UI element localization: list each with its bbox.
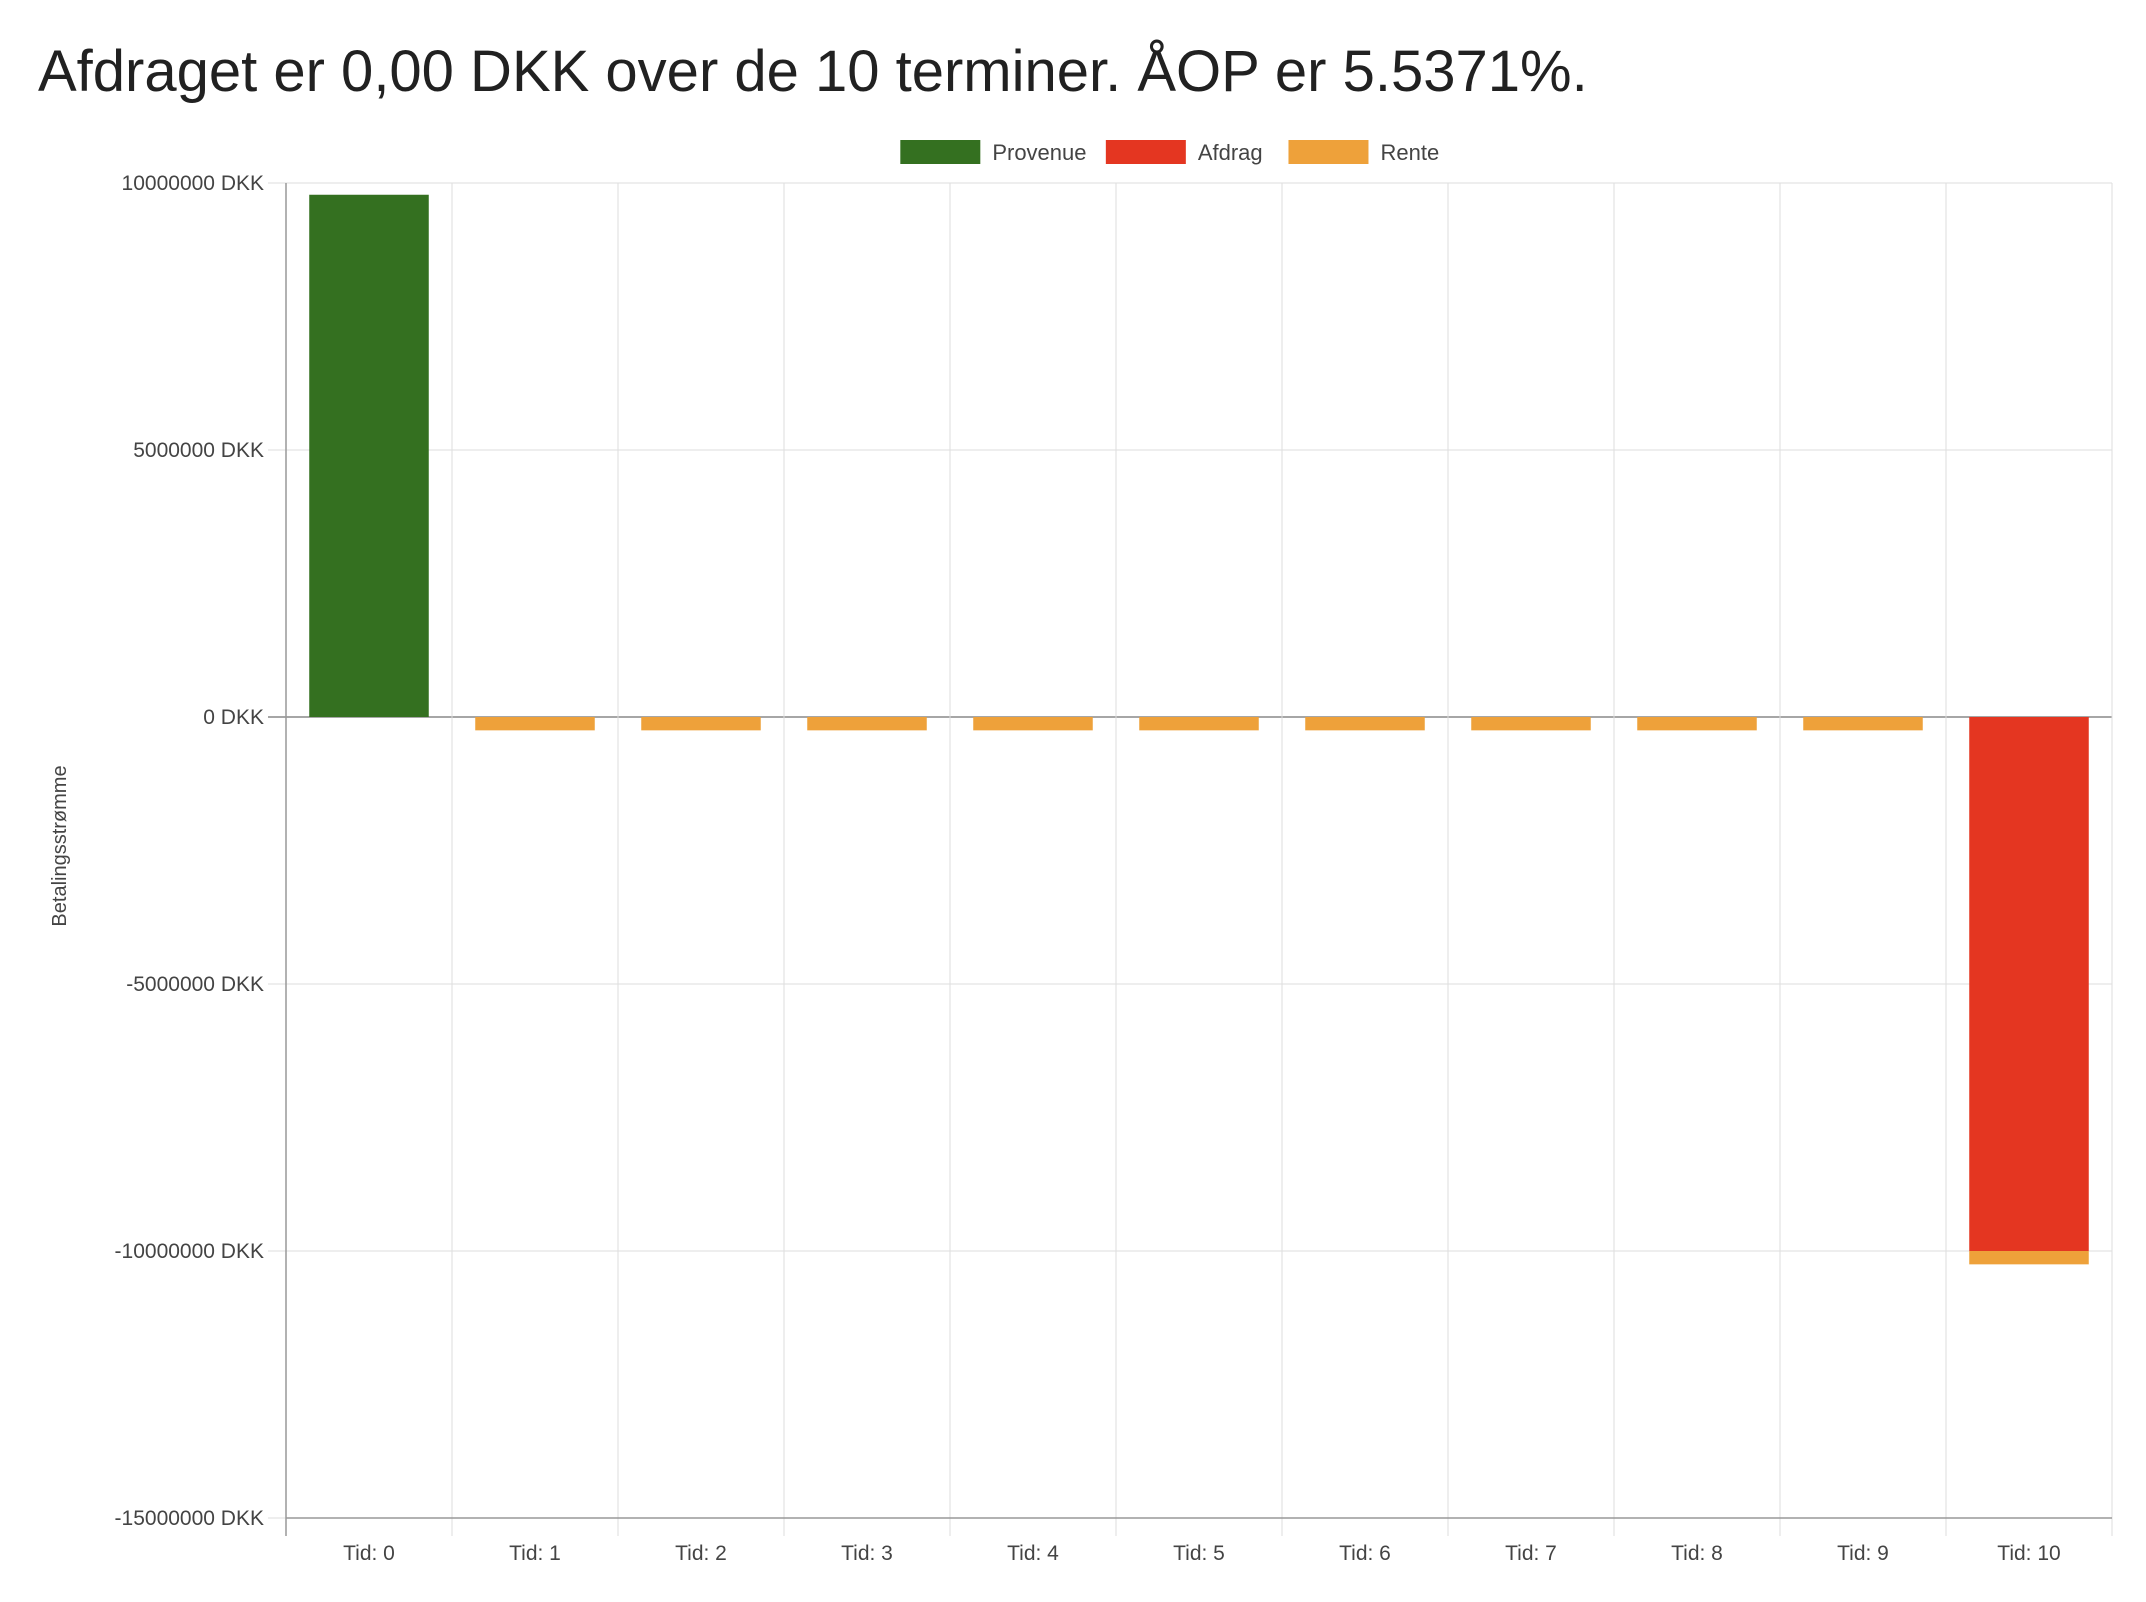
- x-tick-label: Tid: 5: [1173, 1542, 1225, 1565]
- legend-label: Provenue: [992, 140, 1086, 165]
- legend-item-provenue[interactable]: Provenue: [900, 140, 1087, 165]
- x-tick-label: Tid: 3: [841, 1542, 893, 1565]
- grid-lines: [268, 182, 2113, 1536]
- bar-rente-8[interactable]: [1637, 717, 1757, 731]
- legend-swatch: [1105, 140, 1186, 164]
- y-tick-label: 10000000 DKK: [122, 172, 264, 195]
- y-tick-label: -10000000 DKK: [115, 1240, 264, 1263]
- y-tick-label: -5000000 DKK: [126, 973, 264, 996]
- x-tick-label: Tid: 8: [1671, 1542, 1723, 1565]
- y-axis-ticks: 10000000 DKK 5000000 DKK 0 DKK -5000000 DKK…: [115, 172, 264, 1530]
- bars: [309, 194, 2089, 1265]
- bar-rente-1[interactable]: [475, 717, 595, 731]
- legend-swatch: [1288, 140, 1369, 164]
- x-tick-label: Tid: 4: [1007, 1542, 1059, 1565]
- legend-item-rente[interactable]: Rente: [1288, 140, 1439, 165]
- bar-afdrag-10[interactable]: [1969, 717, 2089, 1251]
- bar-rente-5[interactable]: [1139, 717, 1259, 731]
- x-tick-label: Tid: 7: [1505, 1542, 1557, 1565]
- y-tick-label: -15000000 DKK: [115, 1507, 264, 1530]
- x-tick-label: Tid: 10: [1997, 1542, 2060, 1565]
- x-tick-label: Tid: 1: [509, 1542, 561, 1565]
- x-tick-label: Tid: 0: [343, 1542, 395, 1565]
- bar-provenue-0[interactable]: [309, 194, 429, 718]
- x-tick-label: Tid: 9: [1837, 1542, 1889, 1565]
- bar-rente-4[interactable]: [973, 717, 1093, 731]
- x-tick-label: Tid: 6: [1339, 1542, 1391, 1565]
- legend-label: Afdrag: [1198, 140, 1263, 165]
- x-tick-label: Tid: 2: [675, 1542, 727, 1565]
- y-tick-label: 5000000 DKK: [133, 439, 264, 462]
- bar-rente-6[interactable]: [1305, 717, 1425, 731]
- y-axis-label: Betalingsstrømme: [49, 765, 71, 926]
- axes: [285, 183, 2112, 1536]
- bar-rente-2[interactable]: [641, 717, 761, 731]
- legend-swatch: [900, 140, 981, 164]
- legend-item-afdrag[interactable]: Afdrag: [1105, 140, 1263, 165]
- bar-rente-9[interactable]: [1803, 717, 1923, 731]
- x-axis-ticks: Tid: 0 Tid: 1 Tid: 2 Tid: 3 Tid: 4 Tid: 5 Tid:…: [343, 1542, 2061, 1565]
- bar-rente-3[interactable]: [807, 717, 927, 731]
- legend-label: Rente: [1380, 140, 1439, 165]
- page-title: Afdraget er 0,00 DKK over de 10 terminer…: [38, 39, 1588, 104]
- bar-rente-10[interactable]: [1969, 1251, 2089, 1265]
- y-tick-label: 0 DKK: [203, 706, 264, 729]
- bar-rente-7[interactable]: [1471, 717, 1591, 731]
- legend: Provenue Afdrag Rente: [900, 140, 1439, 165]
